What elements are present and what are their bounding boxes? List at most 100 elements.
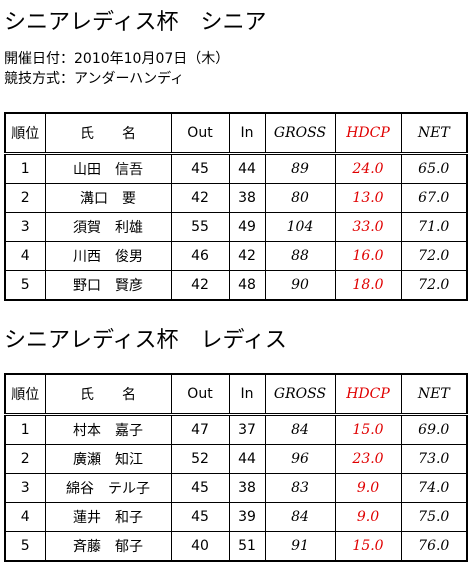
cell: 3	[4, 473, 46, 503]
data-row: 3 綿谷 テル子 45 38 83 9.0 74.0	[4, 473, 468, 503]
cell: 山田 信吾	[44, 153, 172, 184]
data-row: 1 山田 信吾 45 44 89 24.0 65.0	[4, 153, 468, 184]
cell: 廣瀬 知江	[44, 444, 172, 474]
column-header: 氏 名	[44, 373, 172, 416]
column-header: In	[228, 112, 266, 155]
cell: 104	[264, 212, 336, 242]
data-row: 4 蓮井 和子 45 39 84 9.0 75.0	[4, 502, 468, 532]
cell: 溝口 要	[44, 183, 172, 213]
section-title: シニアレディス杯 シニア	[4, 10, 267, 35]
cell: 23.0	[334, 444, 402, 474]
cell: 89	[264, 153, 336, 184]
cell: 72.0	[400, 270, 468, 301]
score-table: 順位氏 名 Out In GROSS HDCP NET 1 山田 信吾 45 44 89 24.0 65…	[4, 112, 468, 301]
cell: 蓮井 和子	[44, 502, 172, 532]
cell: 4	[4, 241, 46, 271]
cell: 野口 賢彦	[44, 270, 172, 301]
cell: 88	[264, 241, 336, 271]
cell: 斉藤 郁子	[44, 531, 172, 562]
cell: 川西 俊男	[44, 241, 172, 271]
cell: 13.0	[334, 183, 402, 213]
cell: 須賀 利雄	[44, 212, 172, 242]
cell: 84	[264, 414, 336, 445]
cell: 80	[264, 183, 336, 213]
cell: 71.0	[400, 212, 468, 242]
cell: 38	[228, 183, 266, 213]
column-header: 順位	[4, 373, 46, 416]
cell: 40	[170, 531, 230, 562]
cell: 65.0	[400, 153, 468, 184]
column-header: HDCP	[334, 373, 402, 416]
cell: 37	[228, 414, 266, 445]
cell: 3	[4, 212, 46, 242]
data-row: 5 斉藤 郁子 40 51 91 15.0 76.0	[4, 531, 468, 562]
cell: 96	[264, 444, 336, 474]
column-header: HDCP	[334, 112, 402, 155]
cell: 16.0	[334, 241, 402, 271]
column-header: GROSS	[264, 373, 336, 416]
cell: 24.0	[334, 153, 402, 184]
cell: 44	[228, 444, 266, 474]
info-line: 競技方式：アンダーハンディ	[4, 71, 185, 87]
cell: 72.0	[400, 241, 468, 271]
cell: 51	[228, 531, 266, 562]
cell: 45	[170, 473, 230, 503]
cell: 42	[170, 183, 230, 213]
column-header: Out	[170, 373, 230, 416]
cell: 91	[264, 531, 336, 562]
header-row: 順位氏 名 Out In GROSS HDCP NET	[4, 373, 468, 416]
cell: 村本 嘉子	[44, 414, 172, 445]
cell: 15.0	[334, 531, 402, 562]
column-header: Out	[170, 112, 230, 155]
cell: 2	[4, 444, 46, 474]
cell: 18.0	[334, 270, 402, 301]
cell: 9.0	[334, 502, 402, 532]
cell: 55	[170, 212, 230, 242]
cell: 76.0	[400, 531, 468, 562]
cell: 90	[264, 270, 336, 301]
cell: 49	[228, 212, 266, 242]
cell: 39	[228, 502, 266, 532]
data-row: 2 溝口 要 42 38 80 13.0 67.0	[4, 183, 468, 213]
data-row: 1 村本 嘉子 47 37 84 15.0 69.0	[4, 414, 468, 445]
cell: 綿谷 テル子	[44, 473, 172, 503]
info-line: 開催日付：2010年10月07日（木）	[4, 51, 230, 67]
data-row: 3 須賀 利雄 55 49 104 33.0 71.0	[4, 212, 468, 242]
column-header: GROSS	[264, 112, 336, 155]
column-header: 氏 名	[44, 112, 172, 155]
column-header: NET	[400, 112, 468, 155]
data-row: 4 川西 俊男 46 42 88 16.0 72.0	[4, 241, 468, 271]
cell: 1	[4, 414, 46, 445]
cell: 9.0	[334, 473, 402, 503]
cell: 73.0	[400, 444, 468, 474]
cell: 1	[4, 153, 46, 184]
cell: 84	[264, 502, 336, 532]
score-table: 順位氏 名 Out In GROSS HDCP NET 1 村本 嘉子 47 37 84 15.0 69…	[4, 373, 468, 562]
cell: 33.0	[334, 212, 402, 242]
cell: 48	[228, 270, 266, 301]
section-title: シニアレディス杯 レディス	[4, 328, 287, 353]
cell: 5	[4, 270, 46, 301]
cell: 4	[4, 502, 46, 532]
cell: 74.0	[400, 473, 468, 503]
cell: 2	[4, 183, 46, 213]
cell: 75.0	[400, 502, 468, 532]
cell: 5	[4, 531, 46, 562]
cell: 44	[228, 153, 266, 184]
cell: 47	[170, 414, 230, 445]
cell: 15.0	[334, 414, 402, 445]
cell: 83	[264, 473, 336, 503]
cell: 42	[170, 270, 230, 301]
header-row: 順位氏 名 Out In GROSS HDCP NET	[4, 112, 468, 155]
cell: 52	[170, 444, 230, 474]
cell: 38	[228, 473, 266, 503]
cell: 46	[170, 241, 230, 271]
data-row: 2 廣瀬 知江 52 44 96 23.0 73.0	[4, 444, 468, 474]
data-row: 5 野口 賢彦 42 48 90 18.0 72.0	[4, 270, 468, 301]
column-header: NET	[400, 373, 468, 416]
cell: 67.0	[400, 183, 468, 213]
cell: 42	[228, 241, 266, 271]
cell: 69.0	[400, 414, 468, 445]
cell: 45	[170, 153, 230, 184]
